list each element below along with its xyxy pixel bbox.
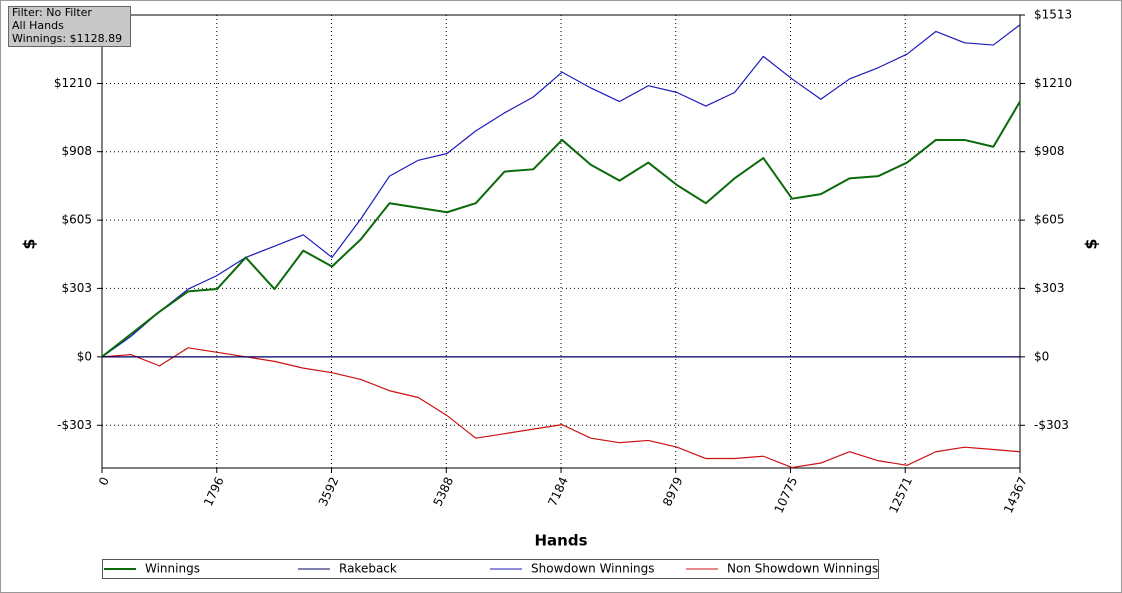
y2-tick-label: $0 xyxy=(1034,349,1049,363)
y-tick-label: $605 xyxy=(61,213,92,227)
filter-text: Filter: No Filter xyxy=(12,6,92,19)
y2-axis-title: $ xyxy=(1082,238,1101,249)
y-tick-label: $303 xyxy=(61,281,92,295)
y2-tick-label: $1210 xyxy=(1034,76,1072,90)
filter-text: All Hands xyxy=(12,19,64,32)
y-tick-label: $0 xyxy=(77,349,92,363)
line-series xyxy=(101,347,1021,469)
y-tick-label: $1210 xyxy=(54,76,92,90)
y-axis-title: $ xyxy=(20,238,39,249)
y2-tick-label: $303 xyxy=(1034,281,1065,295)
y-tick-label: $908 xyxy=(61,144,92,158)
y2-tick-label: $605 xyxy=(1034,213,1065,227)
line-series xyxy=(101,24,1021,358)
legend-label: Showdown Winnings xyxy=(531,562,655,576)
x-axis-title: Hands xyxy=(534,532,587,550)
y2-tick-label: -$303 xyxy=(1034,418,1069,432)
legend-label: Non Showdown Winnings xyxy=(727,562,878,576)
legend-label: Winnings xyxy=(145,562,200,576)
filter-text: Winnings: $1128.89 xyxy=(12,32,122,45)
y2-tick-label: $1513 xyxy=(1034,8,1072,22)
plot-area xyxy=(101,14,1021,469)
line-series xyxy=(101,101,1021,358)
filter-box xyxy=(8,6,131,47)
y-tick-label: -$303 xyxy=(57,418,92,432)
legend-label: Rakeback xyxy=(339,562,397,576)
y2-tick-label: $908 xyxy=(1034,144,1065,158)
